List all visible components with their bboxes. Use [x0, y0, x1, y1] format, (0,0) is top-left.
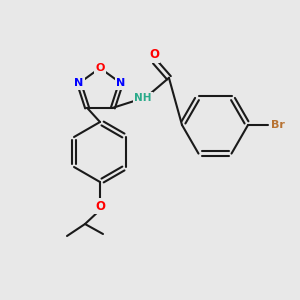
Text: N: N: [74, 78, 84, 88]
Text: NH: NH: [134, 93, 152, 103]
Text: Br: Br: [271, 120, 285, 130]
Text: O: O: [95, 200, 105, 212]
Text: O: O: [149, 48, 159, 61]
Text: N: N: [116, 78, 125, 88]
Text: O: O: [95, 63, 105, 73]
